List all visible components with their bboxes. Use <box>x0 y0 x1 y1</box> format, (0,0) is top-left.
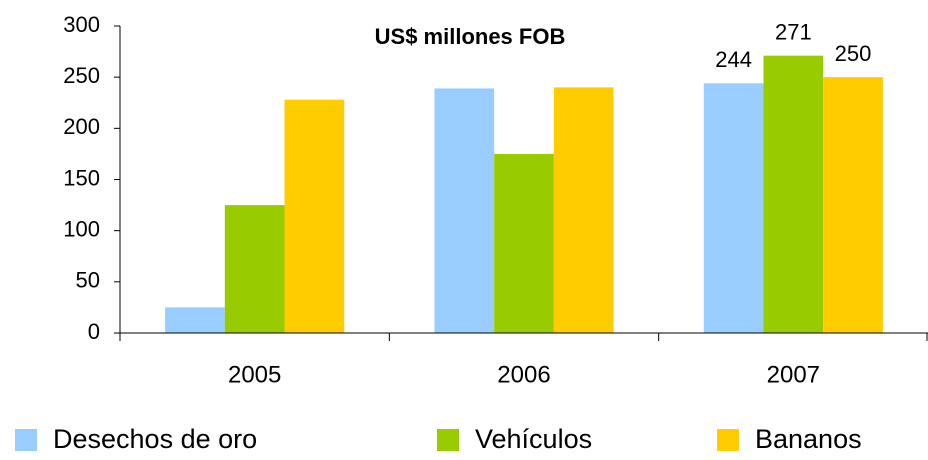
bar <box>553 87 614 334</box>
legend-swatch <box>15 429 37 451</box>
chart-title: US$ millones FOB <box>375 24 566 49</box>
bar <box>224 205 285 333</box>
y-tick-label: 150 <box>63 165 100 190</box>
bar <box>823 77 883 334</box>
x-tick-label: 2007 <box>767 361 820 388</box>
x-tick-label: 2005 <box>228 361 281 388</box>
y-tick-label: 250 <box>63 63 100 88</box>
y-tick-label: 200 <box>63 114 100 139</box>
y-tick-label: 0 <box>88 319 100 344</box>
data-label: 244 <box>715 47 752 72</box>
legend-label: Bananos <box>755 424 862 454</box>
bar <box>494 153 554 333</box>
data-label: 250 <box>835 41 872 66</box>
bar <box>284 99 345 334</box>
data-label: 271 <box>775 19 812 44</box>
bar <box>434 88 495 333</box>
bar <box>165 307 225 333</box>
y-tick-label: 100 <box>63 216 100 241</box>
legend-label: Vehículos <box>475 424 592 454</box>
y-tick-label: 50 <box>76 268 100 293</box>
bar <box>703 83 764 333</box>
y-tick-label: 300 <box>63 12 100 37</box>
bar <box>763 55 824 333</box>
legend-swatch <box>437 429 459 451</box>
legend-swatch <box>717 429 739 451</box>
x-tick-label: 2006 <box>497 361 550 388</box>
legend-label: Desechos de oro <box>53 424 257 454</box>
